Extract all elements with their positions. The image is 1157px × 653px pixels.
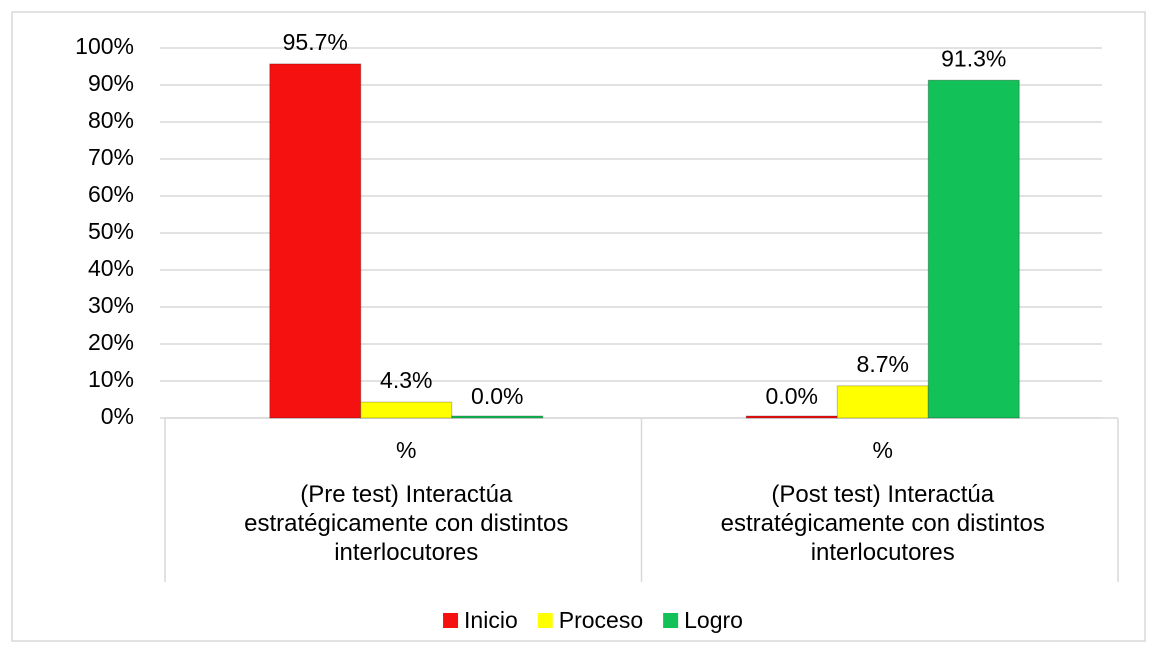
y-tick-label: 20% (88, 329, 134, 355)
legend: Inicio Proceso Logro (443, 607, 743, 633)
data-label: 8.7% (857, 351, 909, 377)
data-label: 95.7% (283, 29, 348, 55)
legend-swatch (537, 613, 553, 628)
bar (269, 63, 362, 419)
legend-label: Inicio (464, 607, 518, 633)
legend-swatch (443, 613, 459, 628)
y-tick-label: 70% (88, 144, 134, 170)
group-label-box: (Pre test) Interactúa estratégicamente c… (244, 481, 569, 566)
y-tick-label: 100% (75, 33, 134, 59)
data-label: 0.0% (471, 383, 523, 409)
bar (836, 385, 929, 419)
y-tick-label: 30% (88, 292, 134, 318)
legend-label: Proceso (559, 607, 643, 633)
x-tick-label: % (396, 437, 416, 463)
x-tick-label: % (873, 437, 893, 463)
group-label: (Post test) Interactúa estratégicamente … (720, 481, 1045, 566)
y-tick-label: 0% (101, 403, 134, 429)
bar (360, 401, 453, 419)
data-label: 91.3% (941, 45, 1006, 71)
group-label: (Pre test) Interactúa estratégicamente c… (244, 481, 569, 566)
data-label: 4.3% (380, 367, 432, 393)
bar (745, 415, 838, 419)
y-tick-label: 90% (88, 70, 134, 96)
y-tick-label: 10% (88, 366, 134, 392)
bar (927, 79, 1020, 419)
legend-label: Logro (684, 607, 743, 633)
y-tick-label: 60% (88, 181, 134, 207)
bar (451, 415, 544, 419)
y-tick-label: 50% (88, 218, 134, 244)
y-tick-label: 40% (88, 255, 134, 281)
y-tick-label: 80% (88, 107, 134, 133)
data-label: 0.0% (766, 383, 818, 409)
legend-swatch (663, 613, 679, 628)
group-label-box: (Post test) Interactúa estratégicamente … (720, 481, 1045, 566)
